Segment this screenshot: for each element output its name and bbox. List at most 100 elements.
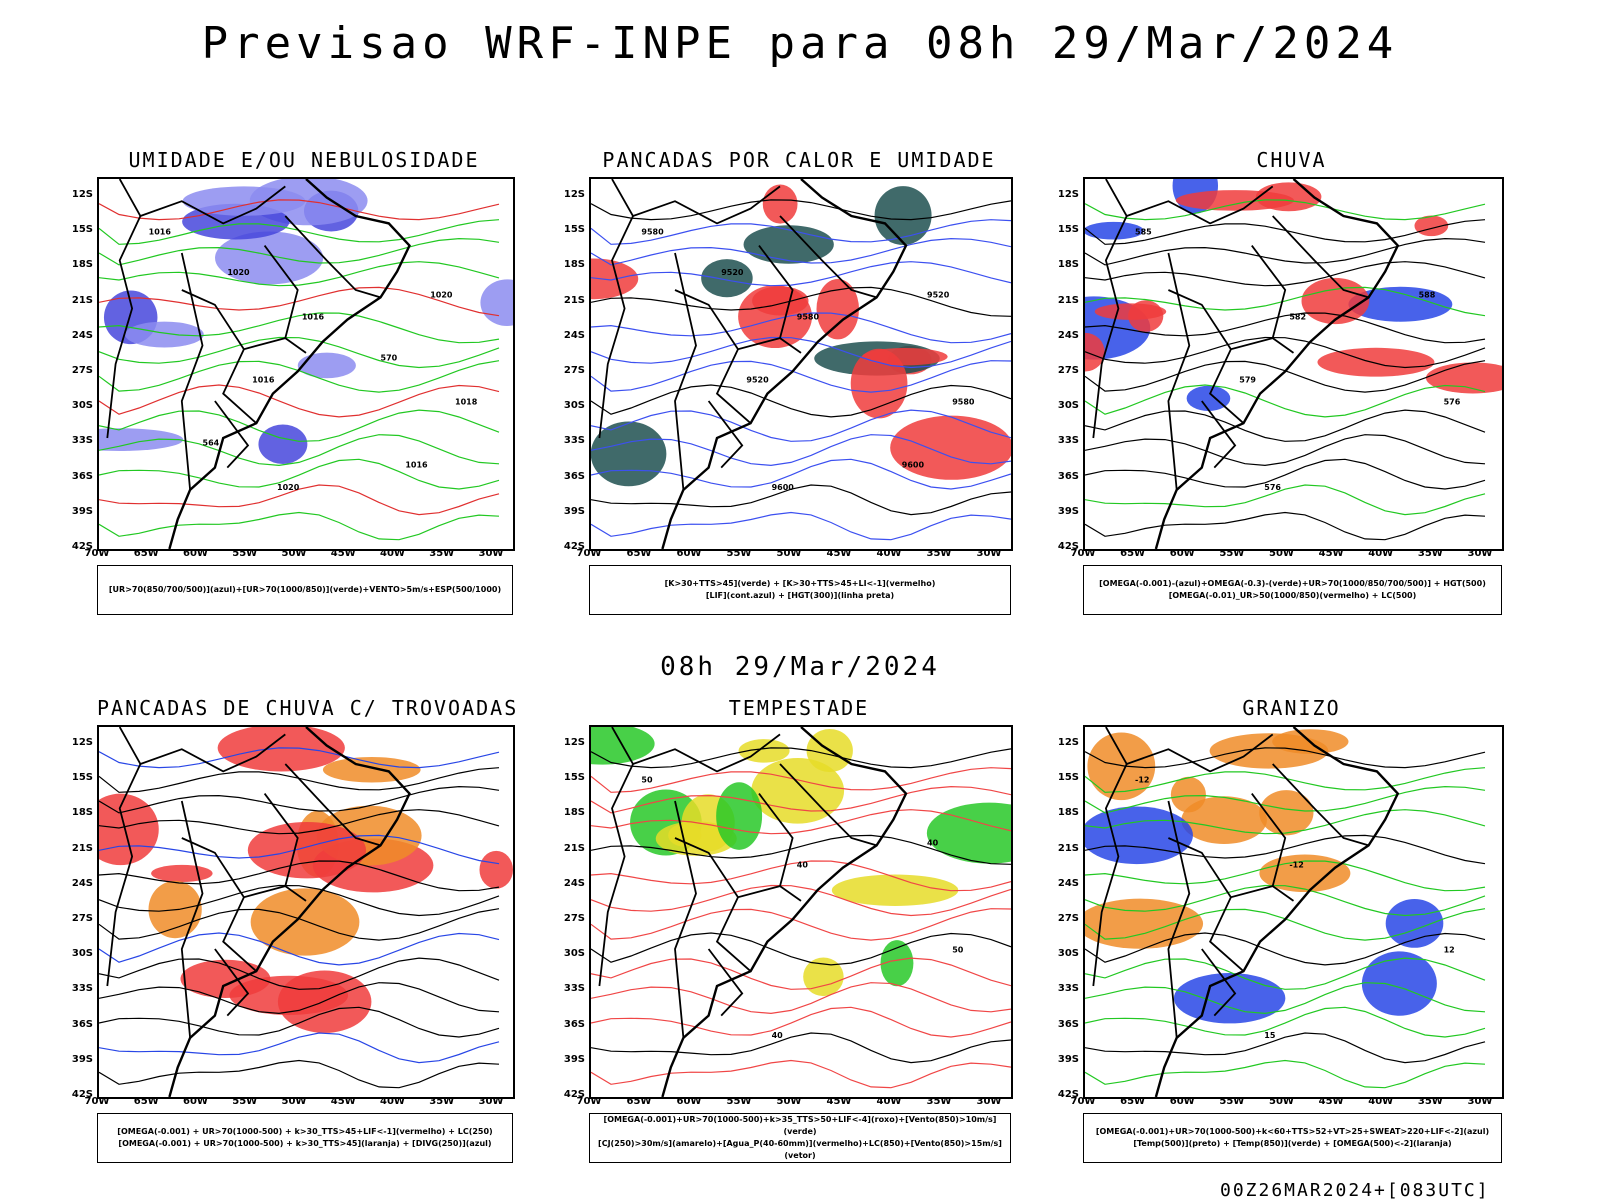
contour-line bbox=[1085, 511, 1486, 541]
contour-line bbox=[1085, 834, 1486, 865]
field-area bbox=[751, 757, 845, 824]
map-canvas: 1016 1016 1018 1020 1020 1016 1016 1020 570 564 bbox=[99, 179, 513, 549]
contour-value-label: 9580 bbox=[797, 313, 820, 322]
lon-tick-label: 35W bbox=[429, 548, 455, 559]
lat-tick-label: 18S bbox=[1057, 807, 1079, 819]
contour-value-label: 1020 bbox=[227, 268, 250, 277]
field-area bbox=[480, 279, 513, 326]
contour-line bbox=[1085, 484, 1486, 516]
map-canvas bbox=[99, 727, 513, 1097]
lon-tick-label: 30W bbox=[478, 1096, 504, 1107]
coastline bbox=[168, 727, 411, 1097]
field-area bbox=[1087, 732, 1156, 801]
contour-line bbox=[591, 932, 1011, 966]
contour-line bbox=[1085, 884, 1486, 917]
lon-tick-label: 30W bbox=[976, 1096, 1002, 1107]
country-border bbox=[1092, 179, 1128, 439]
map-canvas: -12 -12 12 15 bbox=[1085, 727, 1486, 1097]
contour-line bbox=[1085, 982, 1486, 1015]
lat-tick-label: 33S bbox=[1057, 983, 1079, 995]
country-border bbox=[263, 793, 299, 887]
lat-tick-label: 18S bbox=[563, 807, 585, 819]
field-area bbox=[591, 421, 667, 487]
country-border bbox=[1201, 400, 1237, 469]
contour-line bbox=[99, 261, 500, 287]
map-panel-tempestade: 50 40 50 40 40 bbox=[589, 725, 1013, 1099]
country-border bbox=[214, 948, 250, 1017]
lat-tick-label: 12S bbox=[563, 737, 585, 748]
lon-tick-label: 55W bbox=[1219, 1096, 1245, 1107]
contour-value-label: 9600 bbox=[902, 461, 925, 470]
lon-tick-label: 65W bbox=[1120, 548, 1146, 559]
field-area bbox=[874, 186, 932, 246]
contour-line bbox=[591, 1032, 1011, 1064]
mid-time-label: 08h 29/Mar/2024 bbox=[660, 652, 940, 682]
lon-tick-label: 50W bbox=[1269, 1096, 1294, 1107]
lon-tick-label: 55W bbox=[1219, 548, 1245, 559]
country-border bbox=[1272, 215, 1369, 299]
lon-tick-label: 65W bbox=[626, 548, 652, 559]
lon-tick-label: 35W bbox=[926, 1096, 952, 1107]
contour-value-label: 1016 bbox=[149, 228, 172, 237]
lon-tick-label: 40W bbox=[1368, 1096, 1394, 1107]
contour-line bbox=[591, 957, 1011, 990]
legend-chuva: [OMEGA(-0.001)-(azul)+OMEGA(-0.3)-(verde… bbox=[1083, 565, 1502, 615]
lat-tick-label: 12S bbox=[1057, 189, 1079, 200]
map-canvas: 9580 9580 9580 9600 9520 9520 9600 9520 bbox=[591, 179, 1011, 549]
panel-title-trovoadas: PANCADAS DE CHUVA C/ TROVOADAS bbox=[97, 696, 519, 720]
map-panel-granizo: -12 -12 12 15 bbox=[1083, 725, 1504, 1099]
contour-line bbox=[99, 286, 500, 317]
map-canvas: 585 582 576 576 588 579 bbox=[1085, 179, 1502, 549]
lon-tick-label: 45W bbox=[826, 548, 852, 559]
lat-tick-label: 21S bbox=[71, 842, 93, 854]
country-border bbox=[674, 800, 697, 1038]
lat-tick-label: 12S bbox=[71, 737, 93, 748]
field-area bbox=[762, 184, 798, 224]
lon-tick-label: 70W bbox=[576, 548, 602, 559]
lon-tick-label: 50W bbox=[776, 548, 802, 559]
lat-tick-label: 36S bbox=[1057, 470, 1079, 482]
contour-line bbox=[591, 219, 1011, 245]
contour-line bbox=[99, 860, 500, 892]
country-border bbox=[598, 727, 635, 987]
legend-line-2: [OMEGA(-0.01)_UR>50(1000/850)(vermelho) … bbox=[1168, 591, 1417, 600]
lat-tick-label: 42S bbox=[1057, 1089, 1079, 1100]
field-area bbox=[926, 802, 1011, 864]
field-area bbox=[1170, 776, 1206, 813]
country-border bbox=[598, 179, 635, 439]
contour-value-label: -12 bbox=[1289, 861, 1303, 870]
contour-value-label: 1020 bbox=[430, 290, 453, 299]
field-area bbox=[1301, 277, 1370, 325]
contour-line bbox=[591, 809, 1011, 835]
field-area bbox=[850, 348, 908, 419]
contour-line bbox=[99, 834, 500, 865]
main-title: Previsao WRF-INPE para 08h 29/Mar/2024 bbox=[201, 18, 1399, 69]
lat-tick-label: 27S bbox=[563, 365, 585, 376]
lat-tick-label: 33S bbox=[563, 435, 585, 447]
country-border bbox=[779, 763, 877, 847]
lon-tick-label: 60W bbox=[1169, 1096, 1195, 1107]
lat-tick-label: 30S bbox=[1057, 400, 1079, 412]
lat-tick-label: 39S bbox=[563, 505, 585, 517]
contour-line bbox=[591, 747, 1011, 769]
lon-tick-label: 70W bbox=[84, 1096, 110, 1107]
lon-tick-label: 35W bbox=[429, 1096, 455, 1107]
field-area bbox=[803, 957, 844, 997]
country-border bbox=[1208, 348, 1245, 424]
contour-value-label: 1016 bbox=[405, 461, 428, 470]
lat-tick-label: 42S bbox=[71, 1089, 93, 1100]
country-border bbox=[106, 727, 142, 987]
contour-value-label: 9520 bbox=[721, 268, 744, 277]
contour-line bbox=[591, 409, 1011, 442]
contour-line bbox=[1085, 409, 1486, 442]
country-border bbox=[263, 245, 299, 339]
field-area bbox=[1186, 385, 1231, 411]
contour-line bbox=[591, 908, 1011, 941]
lon-tick-label: 30W bbox=[478, 548, 504, 559]
coastline bbox=[661, 179, 908, 549]
contour-line bbox=[1085, 434, 1486, 467]
contour-line bbox=[99, 785, 500, 814]
legend-line-1: [OMEGA(-0.001)+UR>70(1000-500)+k>35_TTS>… bbox=[603, 1115, 997, 1136]
contour-value-label: 12 bbox=[1444, 946, 1455, 955]
contour-value-label: 9600 bbox=[772, 483, 795, 492]
